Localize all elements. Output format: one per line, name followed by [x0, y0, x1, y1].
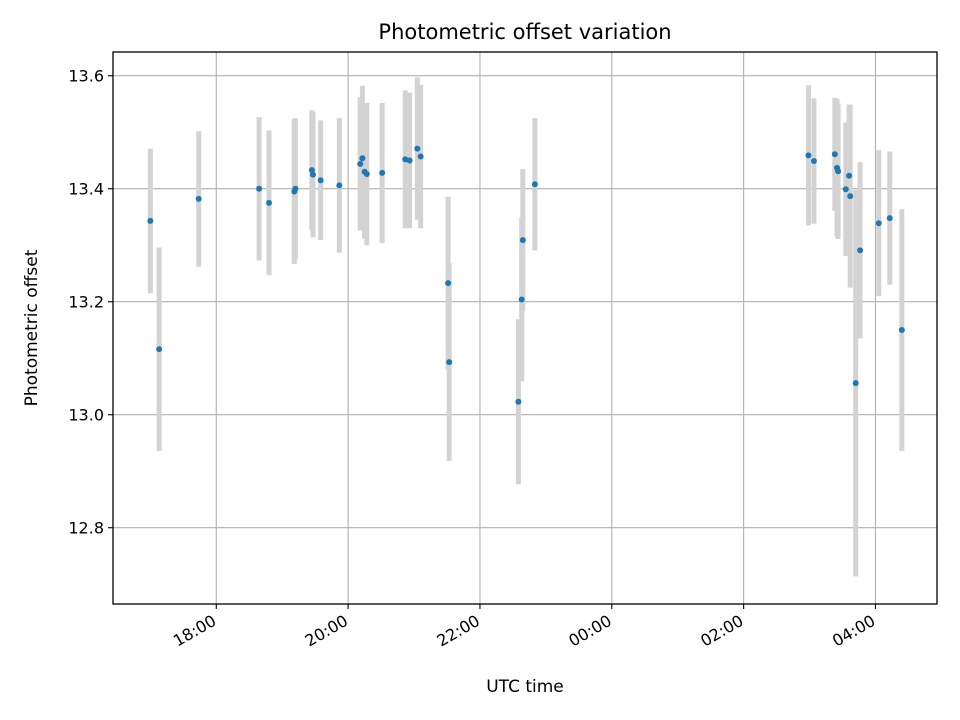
data-point: [417, 153, 424, 160]
x-tick-label: 00:00: [565, 611, 614, 651]
x-tick-label: 04:00: [829, 611, 878, 651]
data-point: [445, 280, 452, 287]
data-point: [147, 217, 154, 224]
data-point: [292, 185, 299, 192]
data-point: [357, 160, 364, 167]
data-point: [156, 346, 163, 353]
x-tick-label: 02:00: [697, 611, 746, 651]
y-axis-label: Photometric offset: [22, 249, 42, 406]
x-tick-label: 18:00: [170, 611, 219, 651]
data-point: [359, 155, 366, 162]
data-point: [852, 380, 859, 387]
data-point: [810, 158, 817, 165]
data-point: [309, 171, 316, 178]
data-point: [518, 296, 525, 303]
x-axis-label: UTC time: [486, 677, 564, 697]
data-point: [519, 237, 526, 244]
y-tick-label: 13.6: [68, 67, 104, 86]
plot-frame: [112, 51, 938, 605]
data-point: [831, 151, 838, 158]
data-point: [414, 145, 421, 152]
data-point: [886, 215, 893, 222]
y-tick-label: 12.8: [68, 519, 104, 538]
data-point: [898, 326, 905, 333]
x-tick-label: 22:00: [434, 611, 483, 651]
data-point: [266, 199, 273, 206]
y-axis-ticks: 12.8 13.0 13.2 13.4 13.6: [68, 67, 113, 538]
data-point: [847, 193, 854, 200]
y-tick-label: 13.2: [68, 293, 104, 312]
x-axis-ticks: 18:00 20:00 22:00 00:00 02:00 04:00: [170, 604, 878, 651]
data-point: [308, 167, 315, 174]
data-point: [256, 185, 263, 192]
data-point: [195, 195, 202, 202]
data-point: [363, 171, 370, 178]
data-point: [317, 177, 324, 184]
chart-title: Photometric offset variation: [378, 20, 671, 44]
data-point: [336, 182, 343, 189]
data-point: [857, 247, 864, 254]
data-point: [842, 186, 849, 193]
data-point: [835, 168, 842, 175]
error-bars: [147, 77, 905, 577]
data-point: [805, 152, 812, 159]
y-tick-label: 13.0: [68, 406, 104, 425]
data-point: [875, 220, 882, 227]
data-point: [531, 181, 538, 188]
x-tick-label: 20:00: [302, 611, 351, 651]
data-point: [406, 157, 413, 164]
data-point: [446, 359, 453, 366]
data-point: [379, 169, 386, 176]
data-point: [515, 398, 522, 405]
data-point: [846, 172, 853, 179]
y-tick-label: 13.4: [68, 180, 104, 199]
data-points: [147, 145, 905, 405]
